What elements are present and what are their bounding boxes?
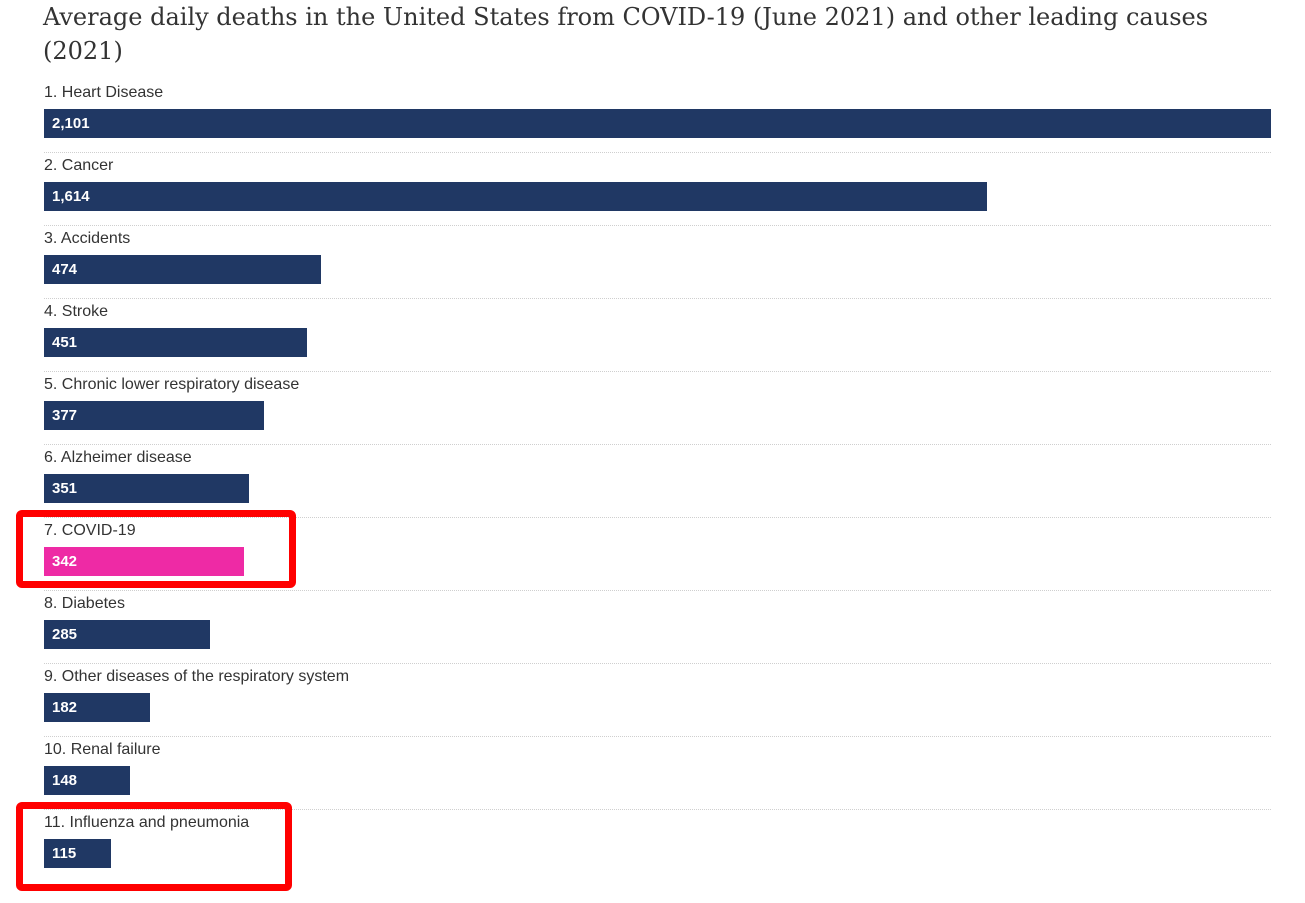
bar-category-label: 9. Other diseases of the respiratory sys… xyxy=(44,668,350,685)
bar-value-label: 115 xyxy=(52,845,77,862)
bar-value-label: 1,614 xyxy=(52,188,90,205)
bar-row: 1. Heart Disease 2,101 xyxy=(44,80,1271,153)
bar-chart: 1. Heart Disease 2,101 2. Cancer 1,614 3. Ac… xyxy=(44,80,1271,883)
bar-value-label: 285 xyxy=(52,626,78,643)
bar-category-label: 7. COVID-19 xyxy=(44,522,136,539)
chart-title: Average daily deaths in the United State… xyxy=(43,3,1209,65)
bar-row: 3. Accidents 474 xyxy=(44,226,1271,299)
bar-value-label: 474 xyxy=(52,261,78,278)
bar: 1,614 xyxy=(44,182,987,211)
bar-row: 2. Cancer 1,614 xyxy=(44,153,1271,226)
bar-category-label: 2. Cancer xyxy=(44,157,114,174)
bar-value-label: 2,101 xyxy=(52,115,90,132)
bar: 2,101 xyxy=(44,109,1271,138)
bar-value-label: 377 xyxy=(52,407,78,424)
bar: 377 xyxy=(44,401,264,430)
bar-row: 10. Renal failure 148 xyxy=(44,737,1271,810)
bar: 148 xyxy=(44,766,130,795)
bar-value-label: 342 xyxy=(52,553,78,570)
bar-row: 6. Alzheimer disease 351 xyxy=(44,445,1271,518)
bar-category-label: 8. Diabetes xyxy=(44,595,125,612)
bar: 342 xyxy=(44,547,244,576)
bar: 351 xyxy=(44,474,249,503)
bar-row: 11. Influenza and pneumonia 115 xyxy=(44,810,1271,883)
bar-category-label: 4. Stroke xyxy=(44,303,109,320)
bar-row: 4. Stroke 451 xyxy=(44,299,1271,372)
bar: 115 xyxy=(44,839,111,868)
bar-value-label: 351 xyxy=(52,480,78,497)
bar: 451 xyxy=(44,328,307,357)
bar-category-label: 10. Renal failure xyxy=(44,741,161,758)
bar-category-label: 11. Influenza and pneumonia xyxy=(44,814,250,831)
bar-value-label: 451 xyxy=(52,334,78,351)
bar-category-label: 6. Alzheimer disease xyxy=(44,449,192,466)
bar-row: 5. Chronic lower respiratory disease 377 xyxy=(44,372,1271,445)
bar: 474 xyxy=(44,255,321,284)
bar-row: 8. Diabetes 285 xyxy=(44,591,1271,664)
bar: 285 xyxy=(44,620,210,649)
bar-value-label: 148 xyxy=(52,772,78,789)
bar: 182 xyxy=(44,693,150,722)
bar-category-label: 3. Accidents xyxy=(44,230,131,247)
bar-category-label: 1. Heart Disease xyxy=(44,84,164,101)
bar-value-label: 182 xyxy=(52,699,78,716)
bar-row: 7. COVID-19 342 xyxy=(44,518,1271,591)
bar-category-label: 5. Chronic lower respiratory disease xyxy=(44,376,300,393)
bar-row: 9. Other diseases of the respiratory sys… xyxy=(44,664,1271,737)
